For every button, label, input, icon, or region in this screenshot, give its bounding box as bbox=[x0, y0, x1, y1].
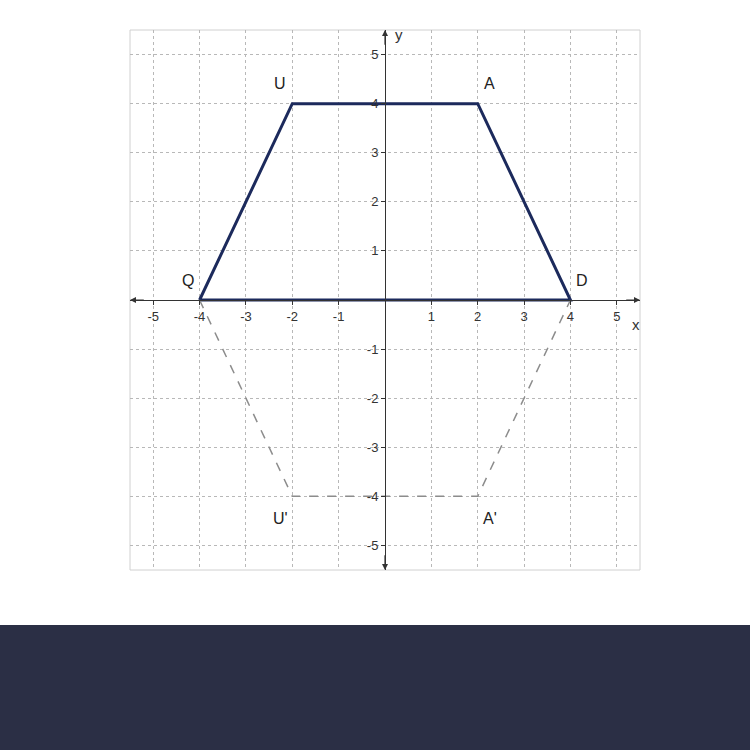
svg-text:-2: -2 bbox=[367, 391, 379, 406]
svg-text:1: 1 bbox=[428, 309, 435, 324]
svg-text:4: 4 bbox=[567, 309, 574, 324]
svg-text:A: A bbox=[484, 75, 495, 92]
svg-text:A': A' bbox=[483, 510, 497, 527]
svg-text:3: 3 bbox=[520, 309, 527, 324]
svg-text:-5: -5 bbox=[147, 309, 159, 324]
svg-text:-3: -3 bbox=[240, 309, 252, 324]
svg-text:1: 1 bbox=[371, 243, 378, 258]
svg-text:U: U bbox=[274, 75, 286, 92]
svg-text:-4: -4 bbox=[194, 309, 206, 324]
svg-text:-2: -2 bbox=[286, 309, 298, 324]
svg-text:2: 2 bbox=[371, 194, 378, 209]
svg-text:2: 2 bbox=[474, 309, 481, 324]
svg-text:Q: Q bbox=[182, 272, 194, 289]
svg-text:-4: -4 bbox=[367, 489, 379, 504]
svg-text:-1: -1 bbox=[333, 309, 345, 324]
svg-text:-5: -5 bbox=[367, 538, 379, 553]
svg-text:-1: -1 bbox=[367, 342, 379, 357]
svg-text:y: y bbox=[395, 26, 403, 43]
svg-text:3: 3 bbox=[371, 145, 378, 160]
svg-text:5: 5 bbox=[613, 309, 620, 324]
svg-text:-3: -3 bbox=[367, 440, 379, 455]
svg-text:4: 4 bbox=[371, 96, 378, 111]
svg-text:U': U' bbox=[273, 510, 288, 527]
svg-text:x: x bbox=[632, 316, 640, 333]
svg-text:D: D bbox=[576, 272, 588, 289]
svg-text:5: 5 bbox=[371, 47, 378, 62]
